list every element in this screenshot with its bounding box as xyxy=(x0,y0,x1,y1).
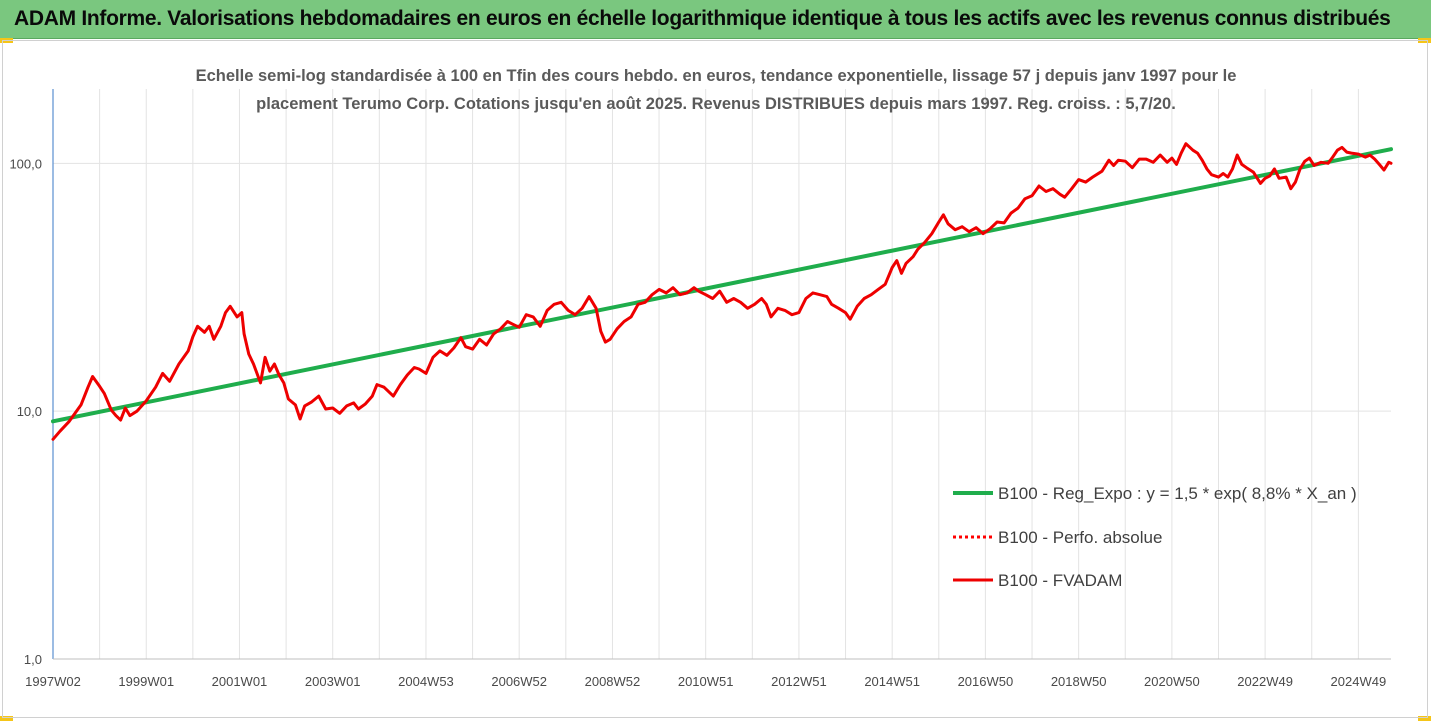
x-tick-label: 2006W52 xyxy=(491,674,547,689)
x-tick-label: 1999W01 xyxy=(118,674,174,689)
legend-label-perfo-absolue: B100 - Perfo. absolue xyxy=(998,528,1162,547)
x-tick-label: 2016W50 xyxy=(958,674,1014,689)
series-line-fvadam xyxy=(51,142,1393,441)
subtitle-line-2: placement Terumo Corp. Cotations jusqu'e… xyxy=(256,95,1176,113)
x-tick-label: 2022W49 xyxy=(1237,674,1293,689)
header-bar: ADAM Informe. Valorisations hebdomadaire… xyxy=(0,0,1431,39)
chart-area: Echelle semi-log standardisée à 100 en T… xyxy=(2,40,1428,718)
corner-marker-bottom-right xyxy=(1418,716,1431,721)
chart-axes xyxy=(52,89,1391,660)
corner-marker-bottom-left xyxy=(0,716,13,721)
y-tick-label: 100,0 xyxy=(9,156,42,171)
y-axis-tick-labels: 1,0 10,0 100,0 xyxy=(9,156,42,667)
x-tick-label: 2010W51 xyxy=(678,674,734,689)
x-tick-label: 2001W01 xyxy=(212,674,268,689)
chart-legend: B100 - Reg_Expo : y = 1,5 * exp( 8,8% * … xyxy=(953,484,1357,590)
y-tick-label: 1,0 xyxy=(24,652,42,667)
y-tick-label: 10,0 xyxy=(17,404,42,419)
x-tick-label: 2020W50 xyxy=(1144,674,1200,689)
chart-svg: Echelle semi-log standardisée à 100 en T… xyxy=(9,67,1393,689)
subtitle-line-1: Echelle semi-log standardisée à 100 en T… xyxy=(196,67,1237,85)
x-tick-label: 2014W51 xyxy=(864,674,920,689)
legend-label-fvadam: B100 - FVADAM xyxy=(998,571,1122,590)
x-tick-label: 2004W53 xyxy=(398,674,454,689)
legend-label-reg-expo: B100 - Reg_Expo : y = 1,5 * exp( 8,8% * … xyxy=(998,484,1357,503)
chart-grid xyxy=(53,89,1391,659)
series-line-reg-expo xyxy=(51,147,1393,424)
x-tick-label: 2018W50 xyxy=(1051,674,1107,689)
x-tick-label: 2008W52 xyxy=(585,674,641,689)
page-title: ADAM Informe. Valorisations hebdomadaire… xyxy=(14,7,1391,30)
x-tick-label: 1997W02 xyxy=(25,674,81,689)
x-tick-label: 2003W01 xyxy=(305,674,361,689)
chart-subtitle: Echelle semi-log standardisée à 100 en T… xyxy=(196,67,1237,113)
x-tick-label: 2024W49 xyxy=(1331,674,1387,689)
x-axis-tick-labels: 1997W02 1999W01 2001W01 2003W01 2004W53 2006W… xyxy=(25,674,1386,689)
x-tick-label: 2012W51 xyxy=(771,674,827,689)
chart-series xyxy=(51,142,1393,441)
